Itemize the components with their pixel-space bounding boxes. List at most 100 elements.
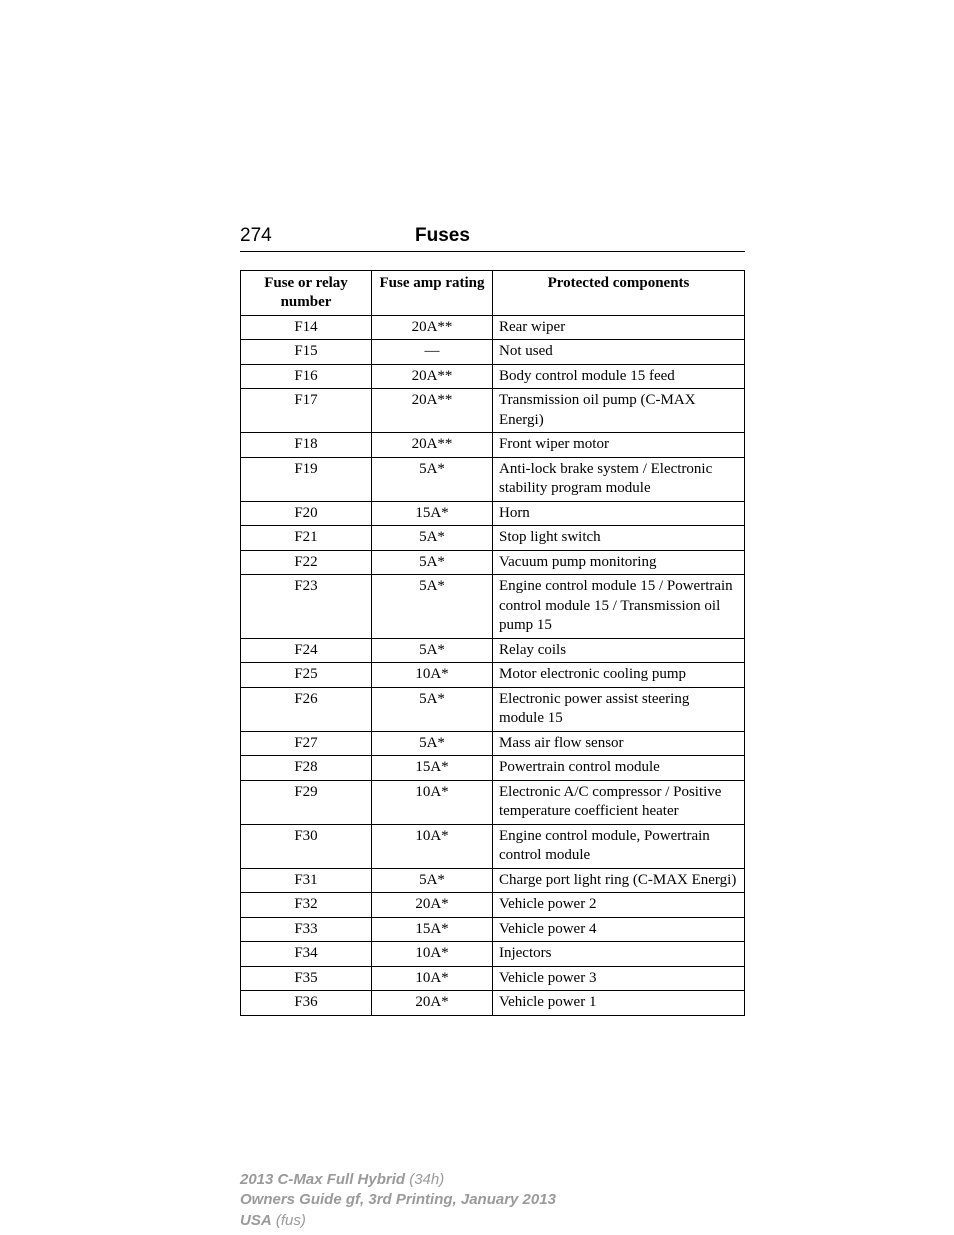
cell-fuse-number: F16 (241, 364, 372, 389)
table-row: F215A*Stop light switch (241, 526, 745, 551)
cell-fuse-number: F19 (241, 457, 372, 501)
cell-component: Electronic A/C compressor / Positive tem… (492, 780, 744, 824)
page-number: 274 (240, 225, 415, 247)
cell-component: Charge port light ring (C-MAX Energi) (492, 868, 744, 893)
table-row: F3315A*Vehicle power 4 (241, 917, 745, 942)
cell-component: Vehicle power 1 (492, 991, 744, 1016)
cell-amp-rating: 10A* (372, 824, 493, 868)
table-header-rating: Fuse amp rating (372, 271, 493, 316)
footer-region-code: (fus) (272, 1212, 306, 1229)
cell-fuse-number: F36 (241, 991, 372, 1016)
table-row: F3010A*Engine control module, Powertrain… (241, 824, 745, 868)
table-header-number: Fuse or relay number (241, 271, 372, 316)
cell-component: Engine control module 15 / Powertrain co… (492, 575, 744, 639)
table-row: F315A*Charge port light ring (C-MAX Ener… (241, 868, 745, 893)
table-header-component: Protected components (492, 271, 744, 316)
page-content: 274 Fuses Fuse or relay number Fuse amp … (240, 225, 745, 1016)
cell-amp-rating: 5A* (372, 457, 493, 501)
table-row: F1720A**Transmission oil pump (C-MAX Ene… (241, 389, 745, 433)
table-row: F265A*Electronic power assist steering m… (241, 687, 745, 731)
cell-fuse-number: F25 (241, 663, 372, 688)
cell-component: Vehicle power 2 (492, 893, 744, 918)
page-footer: 2013 C-Max Full Hybrid (34h) Owners Guid… (240, 1170, 556, 1231)
cell-fuse-number: F14 (241, 315, 372, 340)
table-row: F2510A*Motor electronic cooling pump (241, 663, 745, 688)
cell-fuse-number: F21 (241, 526, 372, 551)
cell-amp-rating: — (372, 340, 493, 365)
footer-region: USA (240, 1212, 272, 1229)
table-row: F225A*Vacuum pump monitoring (241, 550, 745, 575)
cell-component: Vehicle power 4 (492, 917, 744, 942)
cell-amp-rating: 20A** (372, 433, 493, 458)
cell-amp-rating: 20A** (372, 364, 493, 389)
fuse-table: Fuse or relay number Fuse amp rating Pro… (240, 270, 745, 1016)
cell-component: Vacuum pump monitoring (492, 550, 744, 575)
footer-line-3: USA (fus) (240, 1211, 556, 1231)
table-row: F3620A*Vehicle power 1 (241, 991, 745, 1016)
table-row: F1820A**Front wiper motor (241, 433, 745, 458)
cell-fuse-number: F29 (241, 780, 372, 824)
cell-amp-rating: 5A* (372, 731, 493, 756)
table-row: F3220A*Vehicle power 2 (241, 893, 745, 918)
table-row: F3410A*Injectors (241, 942, 745, 967)
cell-component: Powertrain control module (492, 756, 744, 781)
cell-amp-rating: 5A* (372, 526, 493, 551)
page-header: 274 Fuses (240, 225, 745, 252)
table-row: F245A*Relay coils (241, 638, 745, 663)
cell-amp-rating: 20A** (372, 389, 493, 433)
cell-amp-rating: 15A* (372, 917, 493, 942)
table-row: F2015A*Horn (241, 501, 745, 526)
cell-component: Injectors (492, 942, 744, 967)
cell-amp-rating: 5A* (372, 575, 493, 639)
cell-fuse-number: F34 (241, 942, 372, 967)
cell-amp-rating: 5A* (372, 638, 493, 663)
table-row: F195A*Anti-lock brake system / Electroni… (241, 457, 745, 501)
cell-fuse-number: F31 (241, 868, 372, 893)
cell-fuse-number: F20 (241, 501, 372, 526)
cell-fuse-number: F24 (241, 638, 372, 663)
cell-amp-rating: 5A* (372, 868, 493, 893)
cell-component: Relay coils (492, 638, 744, 663)
table-row: F3510A*Vehicle power 3 (241, 966, 745, 991)
footer-line-2: Owners Guide gf, 3rd Printing, January 2… (240, 1190, 556, 1210)
cell-fuse-number: F28 (241, 756, 372, 781)
cell-fuse-number: F35 (241, 966, 372, 991)
cell-amp-rating: 10A* (372, 942, 493, 967)
cell-component: Engine control module, Powertrain contro… (492, 824, 744, 868)
cell-component: Anti-lock brake system / Electronic stab… (492, 457, 744, 501)
cell-component: Transmission oil pump (C-MAX Energi) (492, 389, 744, 433)
footer-model: 2013 C-Max Full Hybrid (240, 1171, 405, 1188)
table-row: F1620A**Body control module 15 feed (241, 364, 745, 389)
cell-amp-rating: 10A* (372, 966, 493, 991)
cell-fuse-number: F30 (241, 824, 372, 868)
cell-component: Vehicle power 3 (492, 966, 744, 991)
table-row: F275A*Mass air flow sensor (241, 731, 745, 756)
table-row: F235A*Engine control module 15 / Powertr… (241, 575, 745, 639)
table-header-row: Fuse or relay number Fuse amp rating Pro… (241, 271, 745, 316)
cell-fuse-number: F27 (241, 731, 372, 756)
cell-amp-rating: 15A* (372, 501, 493, 526)
cell-amp-rating: 10A* (372, 780, 493, 824)
cell-amp-rating: 5A* (372, 550, 493, 575)
footer-model-code: (34h) (405, 1171, 444, 1188)
cell-fuse-number: F33 (241, 917, 372, 942)
cell-amp-rating: 20A* (372, 991, 493, 1016)
footer-guide: Owners Guide gf, 3rd Printing, January 2… (240, 1191, 556, 1208)
cell-fuse-number: F18 (241, 433, 372, 458)
cell-component: Not used (492, 340, 744, 365)
cell-component: Stop light switch (492, 526, 744, 551)
page-title: Fuses (415, 225, 470, 247)
cell-fuse-number: F32 (241, 893, 372, 918)
cell-component: Body control module 15 feed (492, 364, 744, 389)
cell-component: Horn (492, 501, 744, 526)
cell-amp-rating: 10A* (372, 663, 493, 688)
table-body: F1420A**Rear wiperF15—Not usedF1620A**Bo… (241, 315, 745, 1015)
cell-component: Rear wiper (492, 315, 744, 340)
cell-component: Electronic power assist steering module … (492, 687, 744, 731)
cell-component: Front wiper motor (492, 433, 744, 458)
table-row: F1420A**Rear wiper (241, 315, 745, 340)
table-row: F15—Not used (241, 340, 745, 365)
cell-amp-rating: 15A* (372, 756, 493, 781)
cell-fuse-number: F22 (241, 550, 372, 575)
table-row: F2815A*Powertrain control module (241, 756, 745, 781)
